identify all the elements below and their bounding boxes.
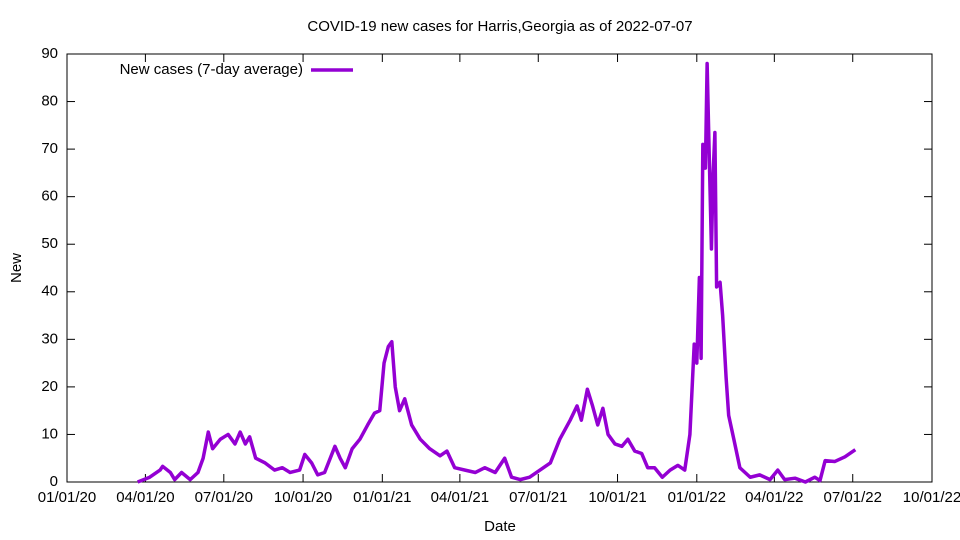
x-tick-label: 07/01/21 — [509, 489, 567, 506]
x-tick-label: 01/01/20 — [38, 489, 96, 506]
y-tick-label: 30 — [41, 330, 58, 347]
x-tick-label: 01/01/22 — [668, 489, 726, 506]
x-tick-label: 01/01/21 — [353, 489, 411, 506]
y-tick-label: 0 — [50, 473, 58, 490]
x-tick-label: 04/01/22 — [745, 489, 803, 506]
legend-label: New cases (7-day average) — [120, 61, 303, 78]
x-tick-label: 04/01/21 — [431, 489, 489, 506]
x-axis-label: Date — [484, 518, 516, 535]
chart-title: COVID-19 new cases for Harris,Georgia as… — [307, 18, 692, 35]
plot-border — [66, 53, 933, 483]
y-tick-label: 20 — [41, 378, 58, 395]
x-tick-label: 10/01/20 — [274, 489, 332, 506]
x-tick-label: 10/01/21 — [588, 489, 646, 506]
y-tick-label: 60 — [41, 188, 58, 205]
data-line — [137, 61, 857, 484]
y-tick-label: 90 — [41, 45, 58, 62]
y-tick-label: 80 — [41, 93, 58, 110]
y-tick-label: 10 — [41, 425, 58, 442]
y-axis-label: New — [8, 253, 25, 283]
y-tick-label: 50 — [41, 235, 58, 252]
x-tick-label: 07/01/20 — [195, 489, 253, 506]
x-tick-label: 04/01/20 — [116, 489, 174, 506]
y-tick-label: 70 — [41, 140, 58, 157]
y-tick-label: 40 — [41, 283, 58, 300]
x-tick-label: 10/01/22 — [903, 489, 960, 506]
x-tick-label: 07/01/22 — [824, 489, 882, 506]
